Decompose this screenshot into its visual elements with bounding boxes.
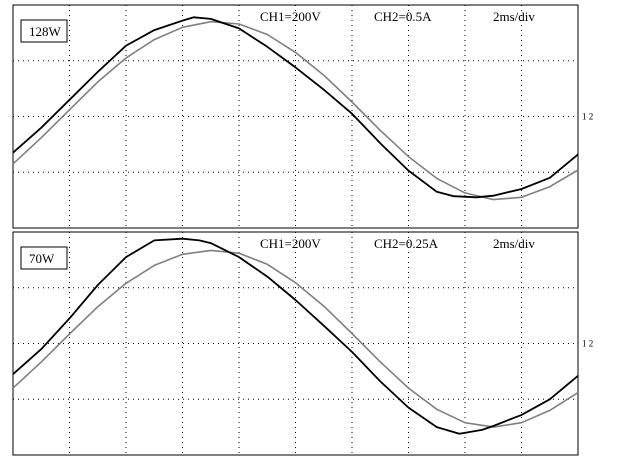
ch1-setting: CH1=200V bbox=[260, 9, 321, 24]
ground-marker: 1 2 bbox=[582, 112, 593, 122]
power-label: 70W bbox=[29, 251, 55, 266]
trace-ch2 bbox=[12, 237, 579, 435]
timebase-setting: 2ms/div bbox=[493, 236, 535, 251]
trace-ch1 bbox=[12, 249, 579, 428]
ch2-setting: CH2=0.5A bbox=[374, 9, 432, 24]
scope-panel-1: 128W CH1=200V CH2=0.5A 2ms/div 1 2 bbox=[12, 4, 593, 229]
scope-panel-2: 70W CH1=200V CH2=0.25A 2ms/div 1 2 bbox=[12, 231, 593, 456]
timebase-setting: 2ms/div bbox=[493, 9, 535, 24]
ch1-setting: CH1=200V bbox=[260, 236, 321, 251]
ch2-setting: CH2=0.25A bbox=[374, 236, 439, 251]
trace-ch2 bbox=[12, 16, 579, 199]
power-label: 128W bbox=[29, 24, 62, 39]
power-label-box bbox=[20, 19, 68, 43]
ground-marker: 1 2 bbox=[582, 339, 593, 349]
power-label-box bbox=[20, 246, 68, 270]
